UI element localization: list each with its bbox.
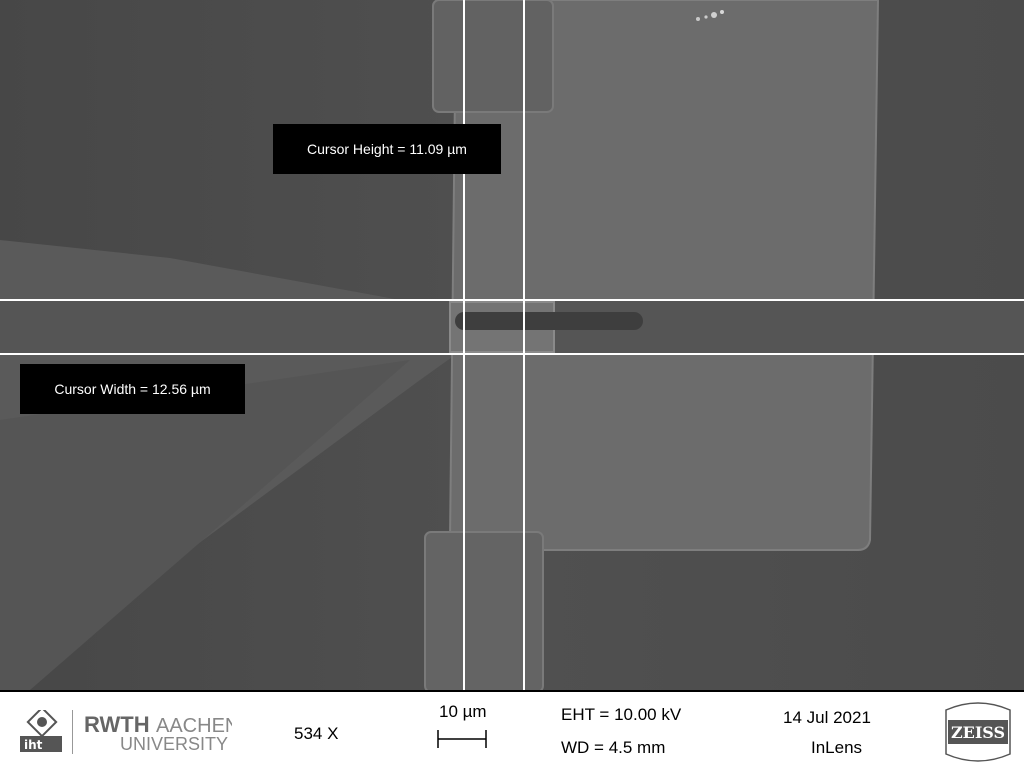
top-strip: [432, 0, 554, 113]
cursor-width-label: Cursor Width = 12.56 µm: [20, 364, 245, 414]
gap-slit: [455, 312, 643, 330]
diagonal-structure-lower: [0, 360, 410, 690]
svg-text:ZEISS: ZEISS: [951, 723, 1005, 742]
sem-micrograph: [0, 0, 1024, 690]
iht-logo: iht: [20, 710, 62, 752]
zeiss-logo: ZEISS: [945, 702, 1011, 762]
cursor-height-text: Cursor Height = 11.09 µm: [307, 141, 467, 157]
rwth-logo: RWTH AACHEN UNIVERSITY: [72, 710, 232, 754]
cursor-width-text: Cursor Width = 12.56 µm: [54, 381, 211, 397]
wd-value: WD = 4.5 mm: [561, 738, 666, 757]
svg-text:RWTH: RWTH: [84, 712, 150, 737]
svg-text:AACHEN: AACHEN: [156, 715, 232, 737]
cursor-height-label: Cursor Height = 11.09 µm: [273, 124, 501, 174]
bottom-electrode: [424, 531, 544, 690]
info-bar: iht RWTH AACHEN UNIVERSITY 534 X 10 µm E…: [0, 690, 1024, 768]
scale-bar: [437, 730, 487, 748]
detector: InLens: [811, 738, 863, 757]
iht-logo-text: iht: [24, 738, 43, 752]
scale-label: 10 µm: [439, 702, 487, 721]
eht-value: EHT = 10.00 kV: [561, 705, 682, 724]
svg-text:UNIVERSITY: UNIVERSITY: [120, 734, 228, 754]
magnification: 534 X: [294, 724, 339, 743]
date: 14 Jul 2021: [783, 708, 871, 727]
